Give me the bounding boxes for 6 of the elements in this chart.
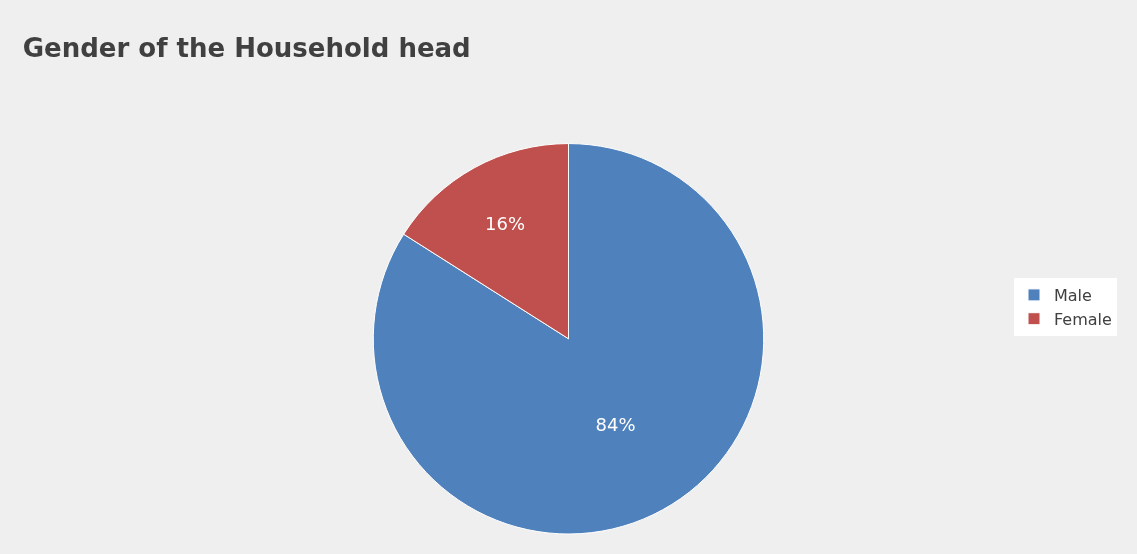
legend-label: Female xyxy=(1054,309,1112,329)
data-label: 84% xyxy=(595,413,636,435)
pie-slice xyxy=(373,143,765,535)
legend-label: Male xyxy=(1054,286,1092,306)
data-label: 16% xyxy=(485,212,526,234)
chart-title: Gender of the Household head xyxy=(22,32,471,63)
